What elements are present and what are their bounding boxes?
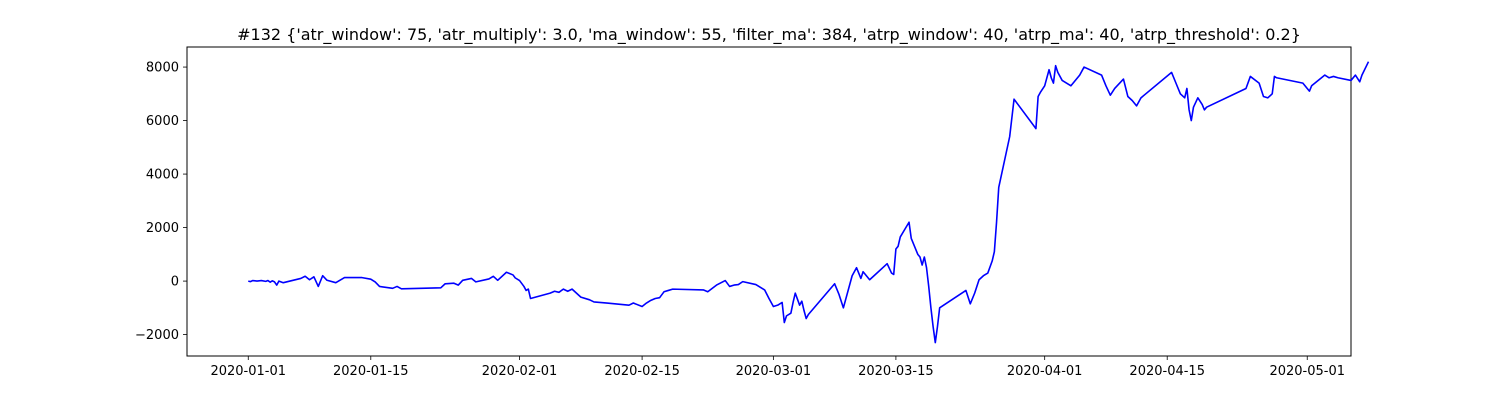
x-tick-label: 2020-01-01 <box>210 364 286 379</box>
plot-area-frame <box>186 46 1352 357</box>
x-tick-label: 2020-04-15 <box>1129 364 1205 379</box>
y-tick-label: −2000 <box>135 328 179 343</box>
chart-title: #132 {'atr_window': 75, 'atr_multiply': … <box>237 25 1301 45</box>
y-tick-label: 4000 <box>146 168 179 183</box>
x-tick-label: 2020-01-15 <box>333 364 409 379</box>
y-axis: −2000 0 2000 4000 6000 8000 <box>135 61 187 343</box>
x-tick-label: 2020-05-01 <box>1269 364 1345 379</box>
x-tick-label: 2020-02-15 <box>604 364 680 379</box>
y-tick-label: 6000 <box>146 114 179 129</box>
y-tick-label: 2000 <box>146 221 179 236</box>
y-tick-label: 8000 <box>146 61 179 76</box>
x-tick-label: 2020-04-01 <box>1007 364 1083 379</box>
y-tick-label: 0 <box>171 275 179 290</box>
x-tick-label: 2020-02-01 <box>482 364 558 379</box>
series-line <box>248 61 1370 344</box>
x-tick-label: 2020-03-15 <box>858 364 934 379</box>
x-axis: 2020-01-01 2020-01-15 2020-02-01 2020-02-15… <box>210 356 1345 379</box>
x-tick-label: 2020-03-01 <box>736 364 812 379</box>
